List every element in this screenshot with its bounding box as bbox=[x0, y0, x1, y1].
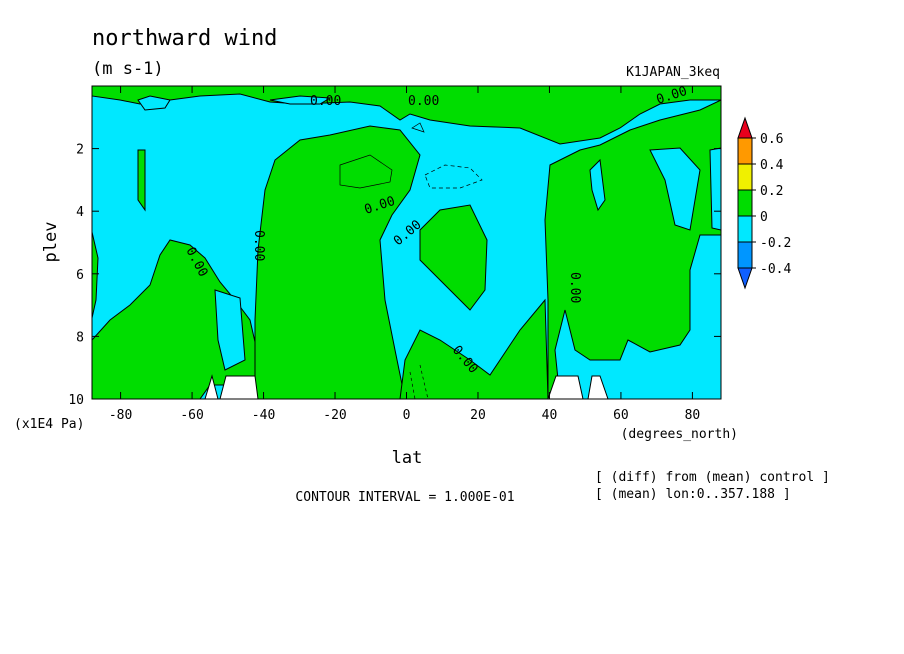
x-tick-label: 40 bbox=[542, 408, 558, 423]
colorbar-label: 0 bbox=[760, 210, 768, 225]
pocket-6 bbox=[214, 289, 246, 371]
positive-regions bbox=[91, 85, 722, 400]
x-tick-label: 0 bbox=[403, 408, 411, 423]
contour-label: 0.00 bbox=[251, 230, 266, 261]
contour-label: 0.00 bbox=[567, 272, 582, 303]
region-nh-lobe bbox=[419, 204, 488, 311]
colorbar-segment bbox=[737, 137, 753, 165]
region-sh-mid bbox=[91, 239, 259, 400]
region-nh-lower bbox=[399, 298, 549, 400]
colorbar: 0.6 0.4 0.2 0 -0.2 -0.4 bbox=[737, 116, 791, 290]
chart-title: northward wind bbox=[92, 26, 277, 51]
colorbar-label: 0.4 bbox=[760, 158, 784, 173]
pocket-4 bbox=[649, 147, 701, 231]
colorbar-segment bbox=[737, 215, 753, 243]
pocket-1 bbox=[137, 95, 171, 111]
chart-units: (m s-1) bbox=[92, 59, 164, 79]
negative-pockets bbox=[137, 95, 722, 371]
x-tick-label: 20 bbox=[470, 408, 486, 423]
pocket-2 bbox=[269, 95, 332, 105]
y-axis: 2 4 6 8 10 bbox=[68, 143, 721, 408]
contour-label: 0.00 bbox=[310, 94, 341, 109]
x-tick-label: 80 bbox=[685, 408, 701, 423]
x-tick-label: -60 bbox=[180, 408, 203, 423]
y-axis-title: plev bbox=[41, 222, 61, 263]
colorbar-label: 0.6 bbox=[760, 132, 783, 147]
y-tick-label: 4 bbox=[76, 205, 84, 220]
x-axis-units: (degrees_north) bbox=[621, 427, 738, 442]
colorbar-top-arrow bbox=[737, 116, 753, 139]
x-tick-label: -20 bbox=[323, 408, 346, 423]
colorbar-label: 0.2 bbox=[760, 184, 783, 199]
contour-neg-1 bbox=[424, 164, 483, 189]
region-central-lobe bbox=[254, 125, 421, 400]
x-tick-label: 60 bbox=[613, 408, 629, 423]
pocket-3 bbox=[589, 158, 606, 212]
y-tick-label: 6 bbox=[76, 268, 84, 283]
x-tick-label: -80 bbox=[109, 408, 132, 423]
contour-pos-1 bbox=[339, 154, 393, 189]
colorbar-bottom-arrow bbox=[737, 267, 753, 290]
colorbar-label: -0.2 bbox=[760, 236, 791, 251]
x-tick-label: -40 bbox=[252, 408, 275, 423]
y-tick-label: 10 bbox=[68, 393, 84, 408]
plot-area: 0.00 0.00 0.00 0.00 0.00 0.00 0.00 0.00 … bbox=[91, 84, 722, 400]
contour-lines bbox=[339, 122, 483, 400]
region-narrow-column bbox=[137, 149, 146, 212]
pocket-5 bbox=[709, 147, 722, 231]
note-diff: [ (diff) from (mean) control ] bbox=[595, 470, 830, 485]
dataset-label: K1JAPAN_3keq bbox=[626, 65, 720, 80]
y-axis-units: (x1E4 Pa) bbox=[14, 417, 84, 432]
x-axis-title: lat bbox=[392, 448, 423, 468]
colorbar-label: -0.4 bbox=[760, 262, 791, 277]
colorbar-segment bbox=[737, 163, 753, 191]
contour-interval: CONTOUR INTERVAL = 1.000E-01 bbox=[295, 490, 514, 505]
colorbar-segment bbox=[737, 241, 753, 269]
contour-label: 0.00 bbox=[408, 94, 439, 109]
missing-2 bbox=[219, 375, 259, 400]
contour-pos-2 bbox=[411, 122, 425, 133]
y-tick-label: 8 bbox=[76, 330, 84, 345]
note-mean: [ (mean) lon:0..357.188 ] bbox=[595, 487, 791, 502]
contour-neg-2 bbox=[409, 364, 429, 400]
x-axis: -80 -60 -40 -20 0 20 40 60 80 bbox=[109, 86, 700, 423]
colorbar-segment bbox=[737, 189, 753, 217]
y-tick-label: 2 bbox=[76, 143, 84, 158]
